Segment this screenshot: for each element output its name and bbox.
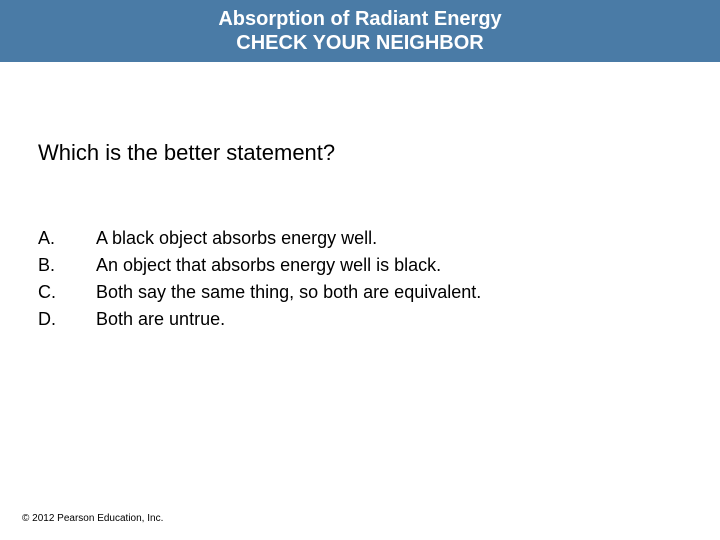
header-band: Absorption of Radiant Energy CHECK YOUR … [0,0,720,62]
option-row: A. A black object absorbs energy well. [38,228,481,249]
question-text: Which is the better statement? [38,140,335,166]
option-row: C. Both say the same thing, so both are … [38,282,481,303]
copyright-text: © 2012 Pearson Education, Inc. [22,513,163,524]
option-letter: D. [38,309,96,330]
option-row: B. An object that absorbs energy well is… [38,255,481,276]
option-letter: B. [38,255,96,276]
options-list: A. A black object absorbs energy well. B… [38,228,481,336]
header-title-prompt: CHECK YOUR NEIGHBOR [236,31,483,55]
option-text: Both say the same thing, so both are equ… [96,282,481,303]
option-letter: C. [38,282,96,303]
option-row: D. Both are untrue. [38,309,481,330]
option-text: A black object absorbs energy well. [96,228,377,249]
option-letter: A. [38,228,96,249]
header-title-topic: Absorption of Radiant Energy [218,7,501,31]
option-text: Both are untrue. [96,309,225,330]
option-text: An object that absorbs energy well is bl… [96,255,441,276]
